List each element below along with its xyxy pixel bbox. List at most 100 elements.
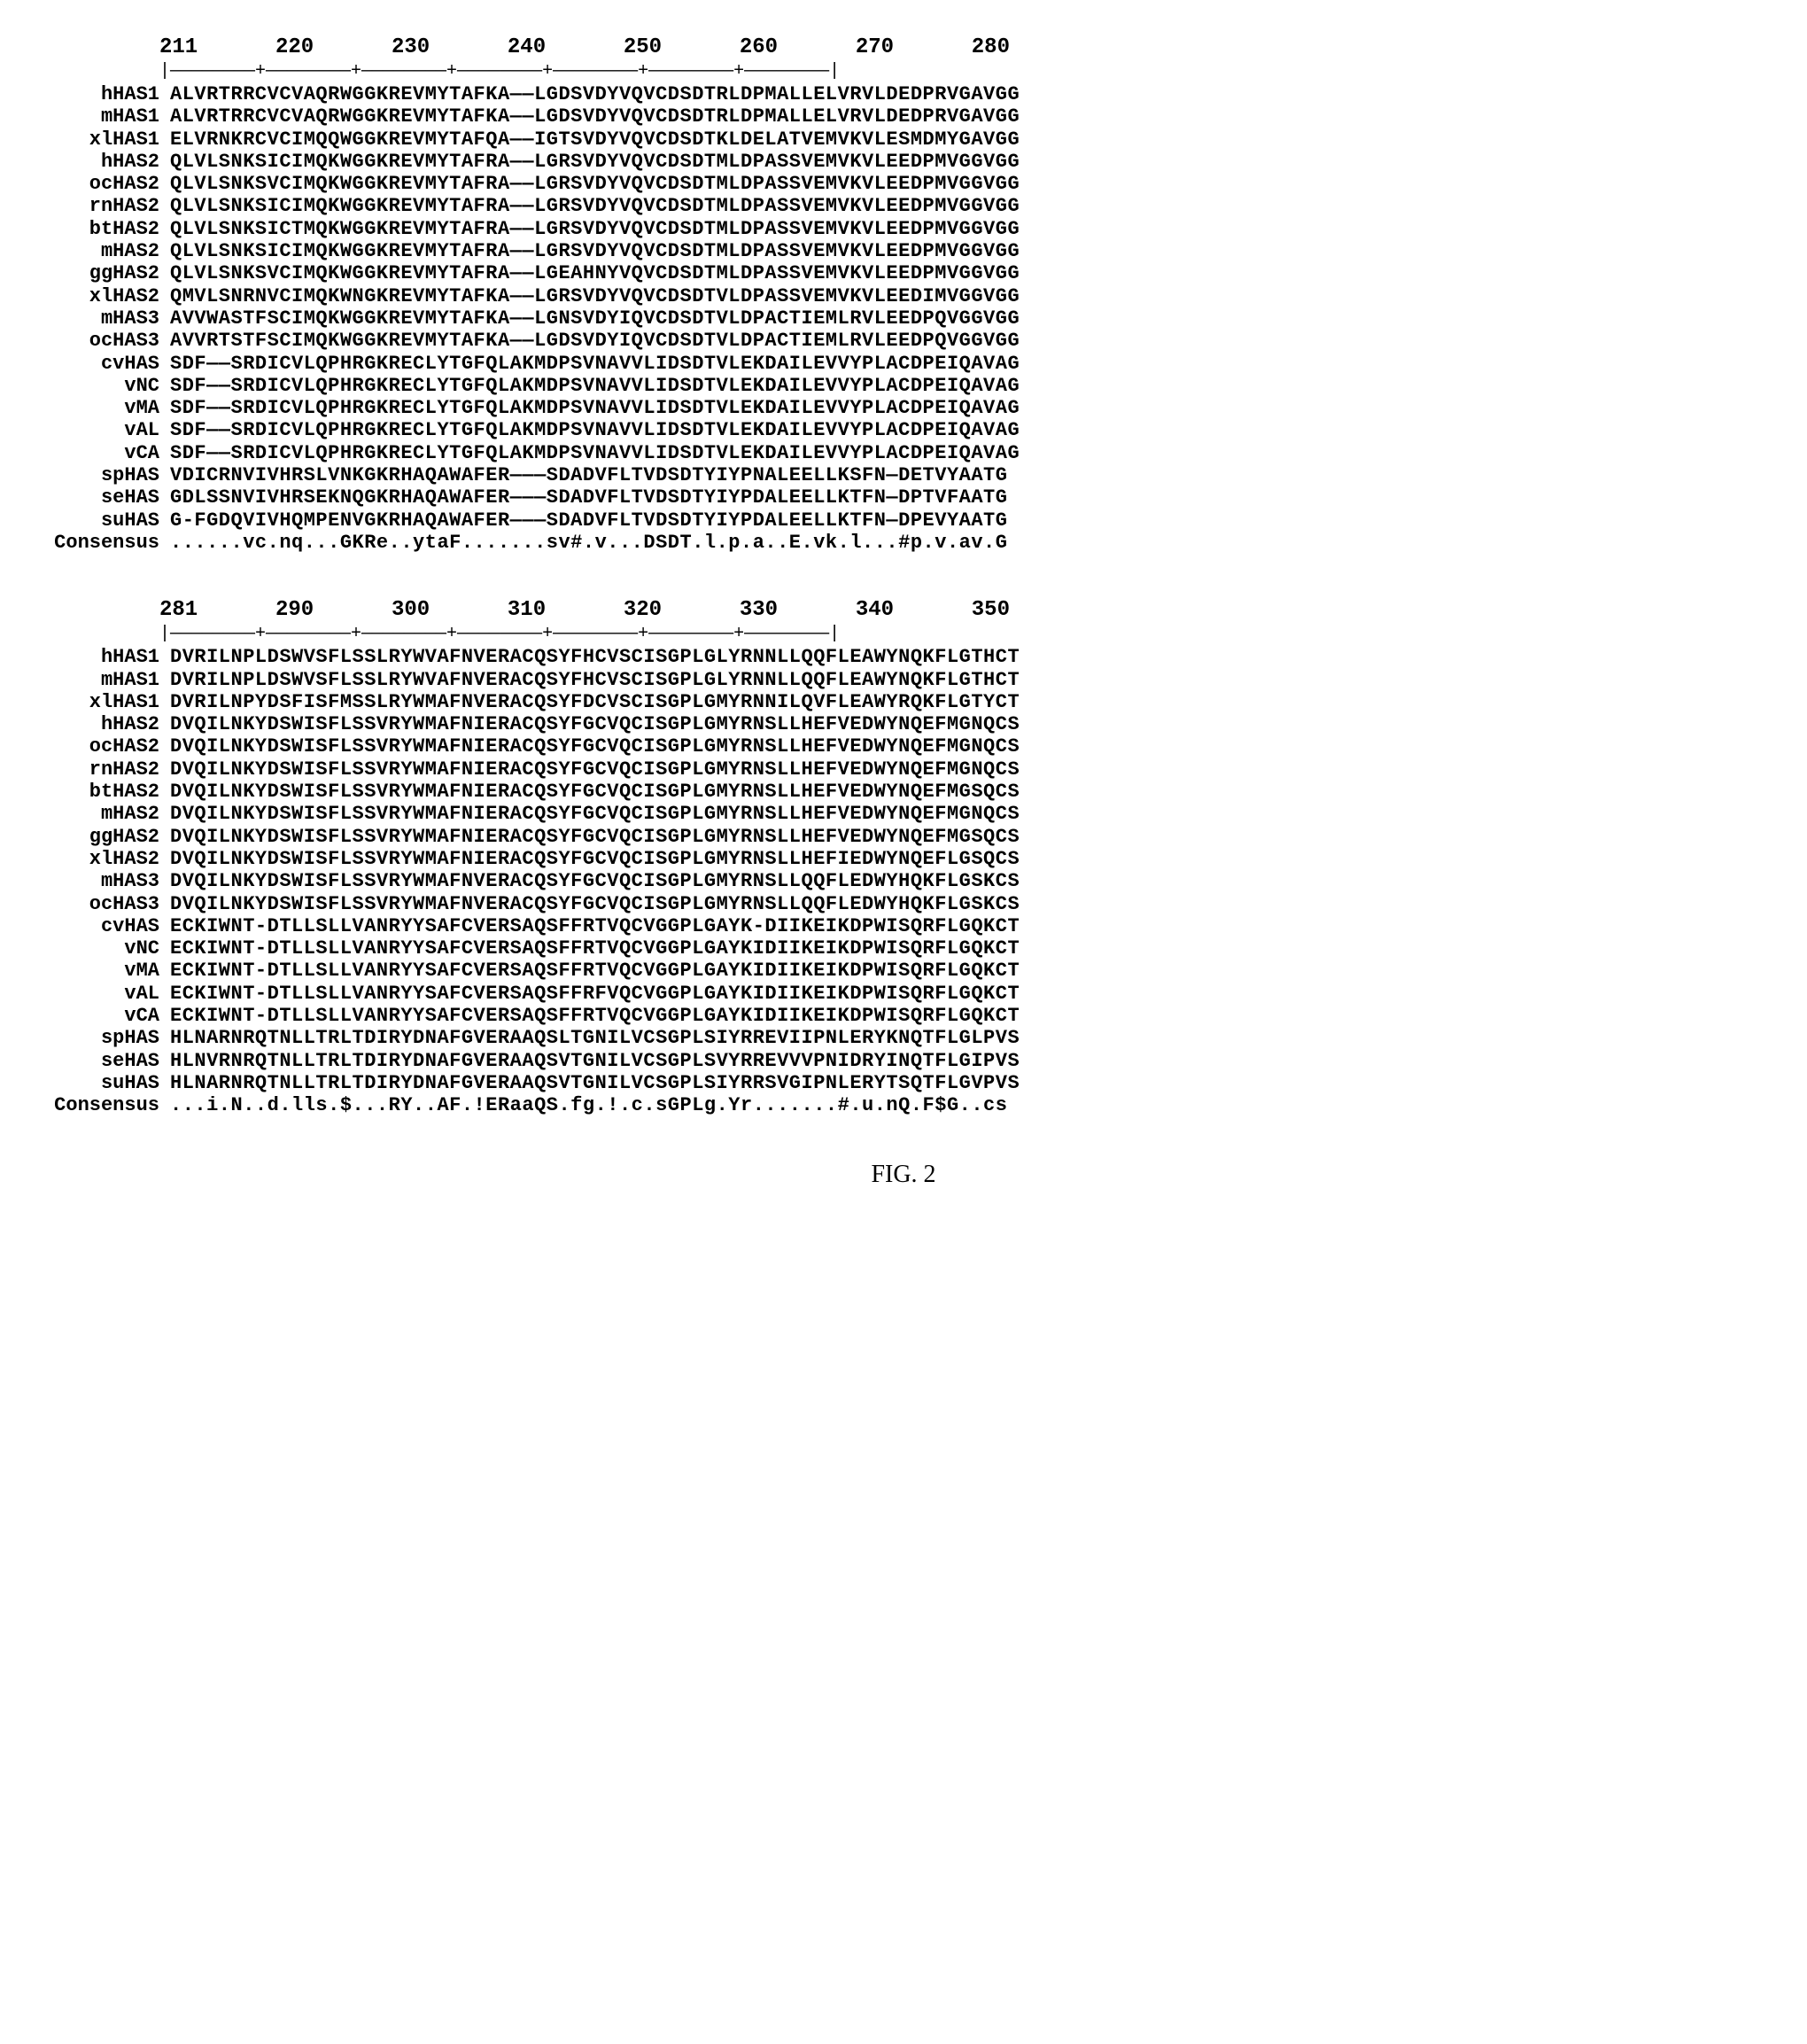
sequence-text: DVRILNPYDSFISFMSSLRYWMAFNVERACQSYFDCVSCI…	[170, 691, 1020, 713]
sequence-label: spHAS	[35, 1027, 170, 1049]
sequence-row: cvHASECKIWNT-DTLLSLLVANRYYSAFCVERSAQSFFR…	[35, 915, 1772, 937]
sequence-label: ggHAS2	[35, 262, 170, 284]
sequence-label: xlHAS1	[35, 691, 170, 713]
sequence-row: ggHAS2QLVLSNKSVCIMQKWGGKREVMYTAFRA——LGEA…	[35, 262, 1772, 284]
sequence-text: HLNVRNRQTNLLTRLTDIRYDNAFGVERAAQSVTGNILVC…	[170, 1050, 1020, 1072]
ruler-tick-label: 250	[624, 35, 662, 59]
sequence-row: mHAS3DVQILNKYDSWISFLSSVRYWMAFNVERACQSYFG…	[35, 870, 1772, 892]
sequence-label: spHAS	[35, 464, 170, 486]
ruler-numbers: 281 290 300 310 320 330 340 350	[159, 598, 1010, 622]
sequence-text: GDLSSNVIVHRSEKNQGKRHAQAWAFER———SDADVFLTV…	[170, 486, 1007, 509]
sequence-label: vNC	[35, 937, 170, 960]
sequence-text: QLVLSNKSICTMQKWGGKREVMYTAFRA——LGRSVDYVQV…	[170, 218, 1020, 240]
sequence-row: seHASHLNVRNRQTNLLTRLTDIRYDNAFGVERAAQSVTG…	[35, 1050, 1772, 1072]
sequence-row: spHASHLNARNRQTNLLTRLTDIRYDNAFGVERAAQSLTG…	[35, 1027, 1772, 1049]
sequence-row: ggHAS2DVQILNKYDSWISFLSSVRYWMAFNIERACQSYF…	[35, 826, 1772, 848]
sequence-label: vMA	[35, 397, 170, 419]
alignment-block: 211220230240250260270280|————————+——————…	[35, 35, 1772, 554]
sequence-text: HLNARNRQTNLLTRLTDIRYDNAFGVERAAQSLTGNILVC…	[170, 1027, 1020, 1049]
sequence-row: rnHAS2QLVLSNKSICIMQKWGGKREVMYTAFRA——LGRS…	[35, 195, 1772, 217]
sequence-label: btHAS2	[35, 781, 170, 803]
ruler-tick-label: 300	[392, 598, 430, 622]
ruler-tick-label: 281	[159, 598, 198, 622]
sequence-label: vAL	[35, 983, 170, 1005]
ruler-tick-label: 330	[740, 598, 778, 622]
sequence-label: ggHAS2	[35, 826, 170, 848]
sequence-label: vCA	[35, 442, 170, 464]
sequence-text: AVVWASTFSCIMQKWGGKREVMYTAFKA——LGNSVDYIQV…	[170, 307, 1020, 330]
sequence-label: vMA	[35, 960, 170, 982]
sequence-row: xlHAS1DVRILNPYDSFISFMSSLRYWMAFNVERACQSYF…	[35, 691, 1772, 713]
sequence-row: Consensus......vc.nq...GKRe..ytaF.......…	[35, 532, 1772, 554]
sequence-label: suHAS	[35, 1072, 170, 1094]
sequence-text: ECKIWNT-DTLLSLLVANRYYSAFCVERSAQSFFRTVQCV…	[170, 937, 1020, 960]
ruler-tick-label: 350	[972, 598, 1010, 622]
sequence-text: AVVRTSTFSCIMQKWGGKREVMYTAFKA——LGDSVDYIQV…	[170, 330, 1020, 352]
sequence-row: btHAS2DVQILNKYDSWISFLSSVRYWMAFNIERACQSYF…	[35, 781, 1772, 803]
sequence-text: QLVLSNKSVCIMQKWGGKREVMYTAFRA——LGEAHNYVQV…	[170, 262, 1020, 284]
sequence-text: QMVLSNRNVCIMQKWNGKREVMYTAFKA——LGRSVDYVQV…	[170, 285, 1020, 307]
sequence-text: DVQILNKYDSWISFLSSVRYWMAFNIERACQSYFGCVQCI…	[170, 826, 1020, 848]
sequence-text: DVRILNPLDSWVSFLSSLRYWVAFNVERACQSYFHCVSCI…	[170, 669, 1020, 691]
sequence-text: DVQILNKYDSWISFLSSVRYWMAFNVERACQSYFGCVQCI…	[170, 870, 1020, 892]
sequence-text: DVQILNKYDSWISFLSSVRYWMAFNIERACQSYFGCVQCI…	[170, 803, 1020, 825]
ruler-line: |————————+————————+————————+————————+———…	[159, 61, 1010, 82]
sequence-row: btHAS2QLVLSNKSICTMQKWGGKREVMYTAFRA——LGRS…	[35, 218, 1772, 240]
ruler-tick-label: 320	[624, 598, 662, 622]
sequence-row: xlHAS2QMVLSNRNVCIMQKWNGKREVMYTAFKA——LGRS…	[35, 285, 1772, 307]
sequence-label: xlHAS2	[35, 848, 170, 870]
sequence-row: mHAS2QLVLSNKSICIMQKWGGKREVMYTAFRA——LGRSV…	[35, 240, 1772, 262]
alignment-block: 281290300310320330340350|————————+——————…	[35, 598, 1772, 1116]
ruler-tick-label: 270	[856, 35, 894, 59]
sequence-label: ocHAS3	[35, 330, 170, 352]
sequence-row: hHAS1ALVRTRRCVCVAQRWGGKREVMYTAFKA——LGDSV…	[35, 83, 1772, 105]
sequence-label: mHAS1	[35, 105, 170, 128]
sequence-label: Consensus	[35, 1094, 170, 1116]
sequence-text: VDICRNVIVHRSLVNKGKRHAQAWAFER———SDADVFLTV…	[170, 464, 1007, 486]
sequence-label: hHAS2	[35, 151, 170, 173]
sequence-row: hHAS2QLVLSNKSICIMQKWGGKREVMYTAFRA——LGRSV…	[35, 151, 1772, 173]
sequence-text: G-FGDQVIVHQMPENVGKRHAQAWAFER———SDADVFLTV…	[170, 509, 1007, 532]
sequence-text: DVQILNKYDSWISFLSSVRYWMAFNIERACQSYFGCVQCI…	[170, 713, 1020, 735]
sequence-text: SDF——SRDICVLQPHRGKRECLYTGFQLAKMDPSVNAVVL…	[170, 442, 1020, 464]
sequence-text: SDF——SRDICVLQPHRGKRECLYTGFQLAKMDPSVNAVVL…	[170, 397, 1020, 419]
sequence-label: vCA	[35, 1005, 170, 1027]
sequence-label: ocHAS2	[35, 735, 170, 758]
ruler-tick-label: 230	[392, 35, 430, 59]
ruler-tick-label: 340	[856, 598, 894, 622]
sequence-label: rnHAS2	[35, 758, 170, 781]
sequence-row: rnHAS2DVQILNKYDSWISFLSSVRYWMAFNIERACQSYF…	[35, 758, 1772, 781]
sequence-label: seHAS	[35, 486, 170, 509]
sequence-label: rnHAS2	[35, 195, 170, 217]
sequence-label: hHAS1	[35, 83, 170, 105]
ruler-tick-label: 211	[159, 35, 198, 59]
sequence-row: vMASDF——SRDICVLQPHRGKRECLYTGFQLAKMDPSVNA…	[35, 397, 1772, 419]
sequence-label: hHAS1	[35, 646, 170, 668]
sequence-label: mHAS2	[35, 803, 170, 825]
sequence-text: ......vc.nq...GKRe..ytaF.......sv#.v...D…	[170, 532, 1007, 554]
sequence-text: SDF——SRDICVLQPHRGKRECLYTGFQLAKMDPSVNAVVL…	[170, 375, 1020, 397]
sequence-text: ECKIWNT-DTLLSLLVANRYYSAFCVERSAQSFFRFVQCV…	[170, 983, 1020, 1005]
sequence-row: suHASHLNARNRQTNLLTRLTDIRYDNAFGVERAAQSVTG…	[35, 1072, 1772, 1094]
sequence-label: ocHAS2	[35, 173, 170, 195]
sequence-text: HLNARNRQTNLLTRLTDIRYDNAFGVERAAQSVTGNILVC…	[170, 1072, 1020, 1094]
sequence-row: vALSDF——SRDICVLQPHRGKRECLYTGFQLAKMDPSVNA…	[35, 419, 1772, 441]
sequence-text: ELVRNKRCVCIMQQWGGKREVMYTAFQA——IGTSVDYVQV…	[170, 128, 1020, 151]
sequence-text: ECKIWNT-DTLLSLLVANRYYSAFCVERSAQSFFRTVQCV…	[170, 960, 1020, 982]
sequence-label: seHAS	[35, 1050, 170, 1072]
ruler-tick-label: 240	[508, 35, 546, 59]
ruler-tick-label: 290	[275, 598, 314, 622]
sequence-text: QLVLSNKSICIMQKWGGKREVMYTAFRA——LGRSVDYVQV…	[170, 240, 1020, 262]
sequence-row: vALECKIWNT-DTLLSLLVANRYYSAFCVERSAQSFFRFV…	[35, 983, 1772, 1005]
ruler-tick-label: 310	[508, 598, 546, 622]
sequence-row: mHAS3AVVWASTFSCIMQKWGGKREVMYTAFKA——LGNSV…	[35, 307, 1772, 330]
sequence-text: QLVLSNKSVCIMQKWGGKREVMYTAFRA——LGRSVDYVQV…	[170, 173, 1020, 195]
sequence-label: cvHAS	[35, 915, 170, 937]
sequence-row: Consensus...i.N..d.lls.$...RY..AF.!ERaaQ…	[35, 1094, 1772, 1116]
sequence-row: ocHAS3AVVRTSTFSCIMQKWGGKREVMYTAFKA——LGDS…	[35, 330, 1772, 352]
sequence-row: suHASG-FGDQVIVHQMPENVGKRHAQAWAFER———SDAD…	[35, 509, 1772, 532]
sequence-label: cvHAS	[35, 353, 170, 375]
sequence-row: hHAS1DVRILNPLDSWVSFLSSLRYWVAFNVERACQSYFH…	[35, 646, 1772, 668]
sequence-row: hHAS2DVQILNKYDSWISFLSSVRYWMAFNIERACQSYFG…	[35, 713, 1772, 735]
sequence-row: seHASGDLSSNVIVHRSEKNQGKRHAQAWAFER———SDAD…	[35, 486, 1772, 509]
